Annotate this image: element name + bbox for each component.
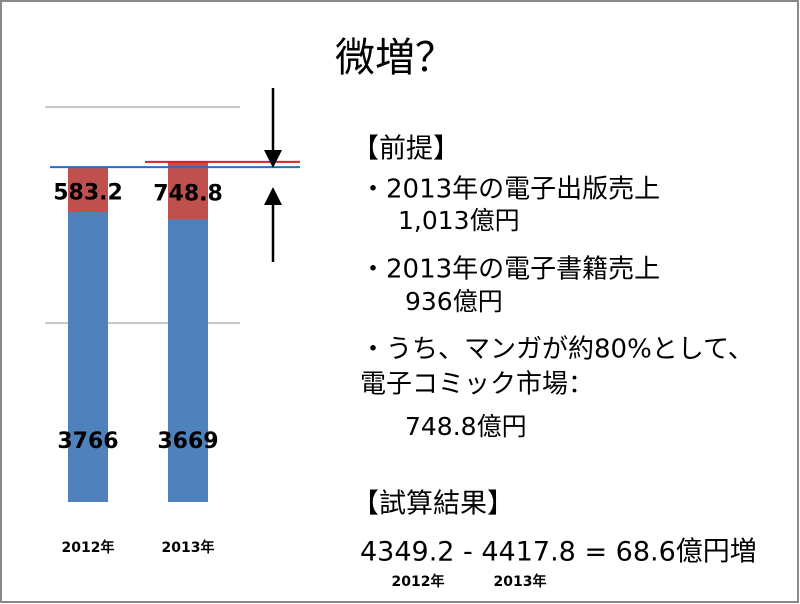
premise-value: 1,013億円 [398, 206, 520, 235]
slide-title: 微増？ [335, 35, 455, 81]
result-heading: 【試算結果】 [352, 489, 514, 520]
x-tick-label: 2012年 [62, 539, 115, 556]
premise-value: 748.8億円 [405, 412, 527, 441]
arrows [264, 88, 282, 262]
premise-item: ・うち、マンガが約80%として、 [360, 335, 754, 365]
data-label: 748.8 [153, 182, 223, 207]
result-label: 2012年 [392, 573, 445, 590]
premise-item: 電子コミック市場： [360, 370, 594, 400]
bar-segment [168, 161, 208, 220]
bar-segment [68, 167, 108, 213]
premise-value: 936億円 [405, 287, 503, 316]
bar-segment [168, 219, 208, 502]
result-formula: 4349.2 - 4417.8 = 68.6億円増 [360, 537, 757, 568]
bars: 3766 583.2 2012年 3669 748.8 2013年 [50, 160, 300, 556]
premise-item: ・2013年の電子書籍売上 [360, 255, 660, 285]
result-label: 2013年 [494, 573, 547, 590]
x-tick-label: 2013年 [162, 539, 215, 556]
data-label: 583.2 [53, 181, 123, 206]
premise-item: ・2013年の電子出版売上 [360, 175, 660, 205]
data-label: 3669 [157, 429, 218, 454]
bar-segment [68, 212, 108, 502]
premise-heading: 【前提】 [352, 134, 460, 165]
data-label: 3766 [57, 429, 118, 454]
